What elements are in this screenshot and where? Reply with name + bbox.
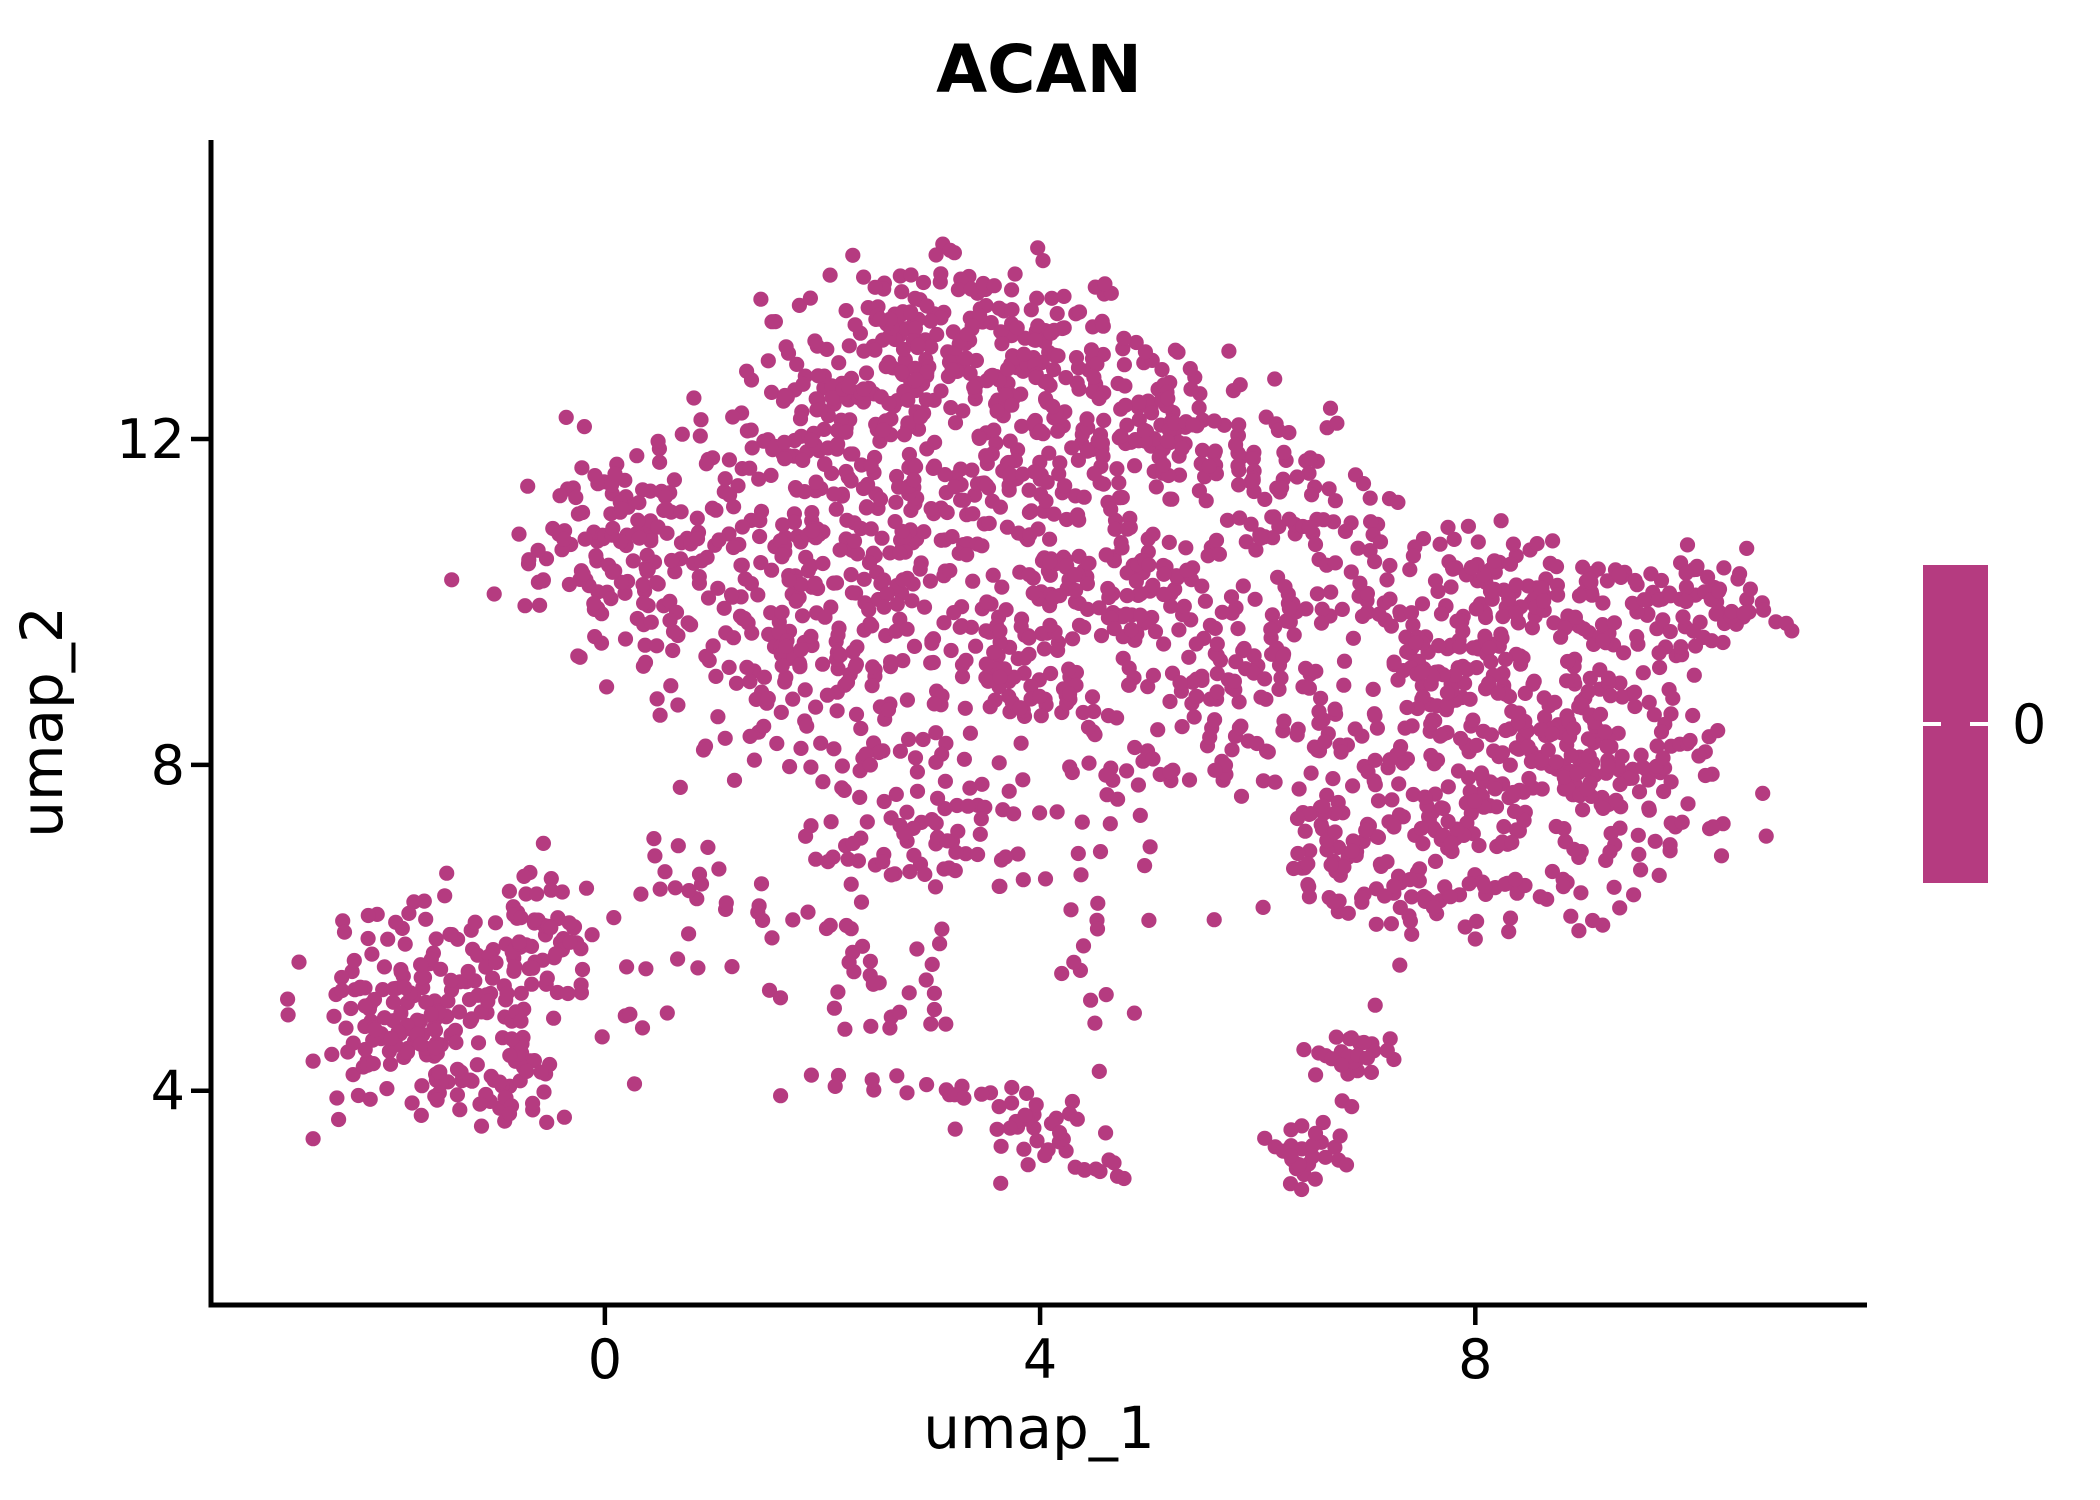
x-tick-marks	[602, 1307, 1478, 1325]
y-tick-label-8: 8	[151, 734, 185, 797]
x-tick-labels: 0 4 8	[588, 1328, 1493, 1391]
plot-title: ACAN	[936, 31, 1142, 108]
axes	[191, 140, 1867, 1325]
x-tick-label-0: 0	[588, 1328, 622, 1391]
x-tick-label-8: 8	[1458, 1328, 1492, 1391]
y-tick-labels: 12 8 4	[116, 408, 185, 1123]
colorbar-tick-label: 0	[2012, 693, 2046, 756]
y-tick-marks	[191, 436, 209, 1093]
y-axis-label: umap_2	[8, 606, 76, 838]
y-tick-label-4: 4	[151, 1060, 185, 1123]
x-tick-label-4: 4	[1023, 1328, 1057, 1391]
x-axis-label: umap_1	[923, 1394, 1155, 1462]
y-tick-label-12: 12	[116, 408, 185, 471]
colorbar-legend: 0	[1923, 565, 2046, 883]
scatter-points	[280, 236, 1800, 1198]
